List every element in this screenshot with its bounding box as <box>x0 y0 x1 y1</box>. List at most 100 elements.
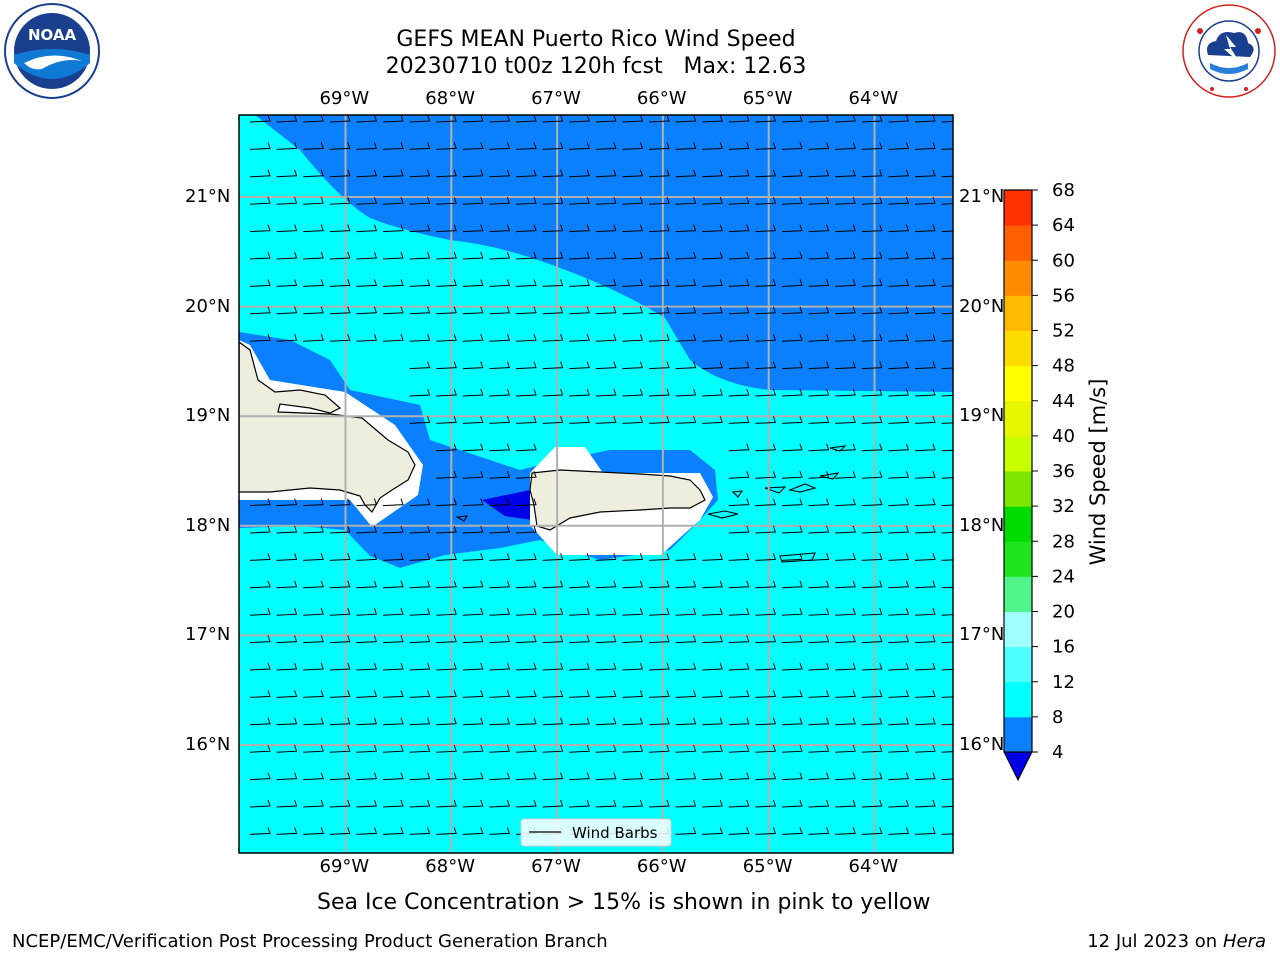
wind-barb <box>648 224 670 233</box>
wind-barb <box>808 498 830 507</box>
colorbar-tick-label: 56 <box>1052 285 1075 306</box>
wind-barb <box>249 690 271 698</box>
wind-barb <box>941 367 953 370</box>
wind-barb <box>835 388 856 397</box>
wind-barb <box>622 197 644 205</box>
wind-barb <box>462 745 484 753</box>
wind-barb <box>569 169 590 178</box>
wind-barb <box>861 306 883 315</box>
wind-barb <box>648 334 670 342</box>
wind-barb <box>702 416 723 424</box>
wind-barb <box>675 608 697 616</box>
wind-barb <box>755 608 777 616</box>
wind-barb <box>329 635 351 644</box>
wind-barb <box>462 662 484 671</box>
wind-barb <box>622 799 644 808</box>
wind-barb <box>462 306 484 315</box>
wind-barb <box>808 306 830 315</box>
wind-barb <box>489 799 511 808</box>
colorbar-segment <box>1004 716 1032 753</box>
wind-barb <box>648 553 670 561</box>
wind-barb <box>276 608 298 616</box>
wind-barb <box>249 251 271 260</box>
wind-barb <box>702 580 723 589</box>
colorbar-segment <box>1004 541 1032 577</box>
wind-barb <box>515 251 537 260</box>
wind-barb <box>303 635 324 644</box>
wind-barb <box>569 142 590 150</box>
wind-barb <box>515 745 537 753</box>
wind-barb <box>356 169 378 178</box>
wind-barb <box>941 778 953 781</box>
wind-barb <box>648 279 670 287</box>
wind-barb <box>675 197 697 205</box>
wind-barb <box>462 690 484 698</box>
wind-barb <box>569 635 590 644</box>
wind-barb <box>861 745 883 753</box>
wind-barb <box>888 827 910 835</box>
wind-barb <box>329 169 351 178</box>
wind-barb <box>489 662 511 671</box>
wind-barb <box>914 745 936 753</box>
wind-barb <box>595 115 617 123</box>
wind-barb <box>515 197 537 205</box>
wind-barb <box>675 799 697 808</box>
wind-barb <box>409 827 431 835</box>
wind-barb <box>755 525 777 534</box>
wind-barb <box>702 772 723 781</box>
wind-barb <box>728 334 750 342</box>
wind-barb <box>728 498 750 507</box>
wind-barb <box>648 416 670 424</box>
wind-barb <box>622 717 644 726</box>
wind-barb <box>648 799 670 808</box>
wind-barb <box>382 827 404 835</box>
wind-barb <box>675 662 697 671</box>
wind-barb <box>888 388 910 397</box>
wind-barb <box>569 690 590 698</box>
wind-barb <box>382 799 404 808</box>
wind-barb <box>276 745 298 753</box>
wind-barb <box>303 608 324 616</box>
wind-barb <box>728 142 750 150</box>
wind-barb <box>781 251 803 260</box>
colorbar-segment <box>1004 400 1032 437</box>
axis-tick-label: 68°W <box>425 88 475 109</box>
wind-barb <box>861 772 883 781</box>
wind-barb <box>835 334 856 342</box>
colorbar-tick-label: 8 <box>1052 707 1063 728</box>
wind-barb <box>382 635 404 644</box>
wind-barb <box>329 498 351 507</box>
wind-barb <box>276 279 298 287</box>
wind-barb <box>276 827 298 835</box>
wind-barb <box>356 745 378 753</box>
wind-barb <box>888 279 910 287</box>
wind-barb <box>276 525 298 534</box>
axis-tick-label: 64°W <box>848 856 899 877</box>
wind-barb <box>409 115 431 123</box>
wind-barb <box>728 115 750 123</box>
wind-barb <box>303 498 324 507</box>
wind-barb <box>276 224 298 233</box>
wind-barb <box>702 827 723 835</box>
chart-title: GEFS MEAN Puerto Rico Wind Speed <box>396 27 796 52</box>
wind-barb <box>489 827 511 835</box>
wind-barb <box>303 662 324 671</box>
wind-barb <box>728 717 750 726</box>
wind-barb <box>489 635 511 644</box>
wind-barb <box>941 477 953 479</box>
axis-tick-label: 67°W <box>531 88 581 109</box>
wind-barb <box>808 224 830 233</box>
wind-barb <box>702 142 723 150</box>
land-hispaniola <box>239 341 416 513</box>
wind-barb <box>436 306 457 315</box>
wind-barb <box>436 443 457 452</box>
wind-barb <box>515 553 537 561</box>
axis-tick-label: 21°N <box>185 186 231 207</box>
wind-barb <box>888 361 910 370</box>
wind-barb <box>702 115 723 123</box>
wind-barb <box>356 525 378 534</box>
wind-barb <box>276 142 298 150</box>
wind-barb <box>489 251 511 260</box>
